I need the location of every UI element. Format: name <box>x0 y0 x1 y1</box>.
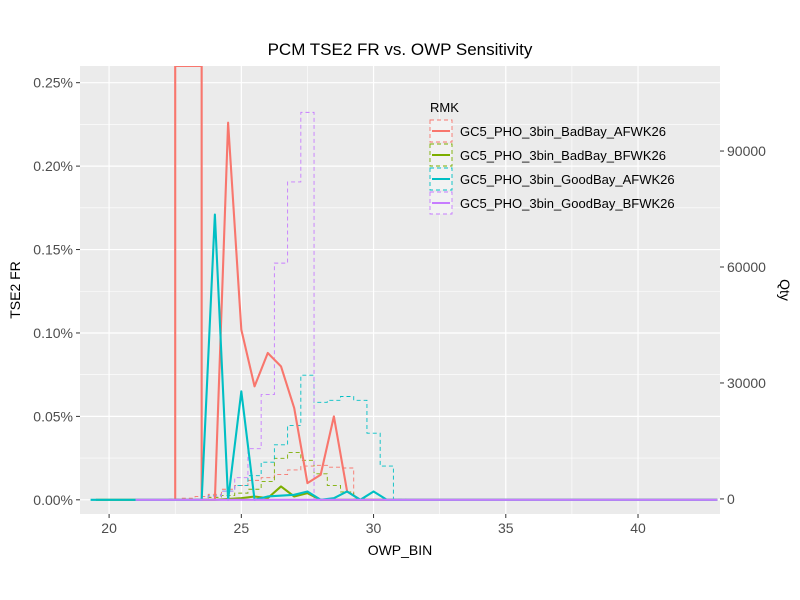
qty-step-series <box>168 111 407 500</box>
chart-title: PCM TSE2 FR vs. OWP Sensitivity <box>268 40 533 59</box>
y2-tick-label: 60000 <box>727 259 766 275</box>
x-tick-label: 40 <box>630 520 646 536</box>
legend-label-1: GC5_PHO_3bin_BadBay_AFWK26 <box>460 124 666 139</box>
legend-label-3: GC5_PHO_3bin_GoodBay_AFWK26 <box>460 172 675 187</box>
fr-line-3 <box>90 213 718 501</box>
x-axis-label: OWP_BIN <box>368 542 433 558</box>
qty-series-2 <box>195 452 367 500</box>
grid-lines <box>80 66 720 514</box>
plot-panel <box>80 66 720 514</box>
y-axis-label: TSE2 FR <box>7 261 23 319</box>
y2-tick-label: 90000 <box>727 143 766 159</box>
legend-label-4: GC5_PHO_3bin_GoodBay_BFWK26 <box>460 196 675 211</box>
y2-axis-label: Qty <box>777 279 793 301</box>
fr-line-1 <box>174 66 718 501</box>
x-tick-label: 35 <box>498 520 514 536</box>
y-tick-label: 0.05% <box>33 408 73 424</box>
qty-series-3 <box>195 374 407 500</box>
qty-series-1 <box>168 464 367 500</box>
fr-line-series <box>90 66 718 501</box>
axes: 20 25 30 35 40 0.00% 0.05% 0.10% 0.15% 0.20% 0.25%… <box>33 75 766 536</box>
qty-series-4 <box>195 111 328 500</box>
y-tick-label: 0.20% <box>33 158 73 174</box>
y2-tick-label: 30000 <box>727 375 766 391</box>
x-tick-label: 25 <box>234 520 250 536</box>
y-tick-label: 0.00% <box>33 492 73 508</box>
y-tick-label: 0.25% <box>33 75 73 91</box>
y2-tick-label: 0 <box>727 491 735 507</box>
y-tick-label: 0.10% <box>33 325 73 341</box>
x-tick-label: 20 <box>101 520 117 536</box>
legend: RMK GC5_PHO_3bin_BadBay_AFWK26 GC5_PHO_3b… <box>429 100 675 215</box>
panel-background <box>80 66 720 514</box>
legend-title: RMK <box>430 100 459 115</box>
y-tick-label: 0.15% <box>33 242 73 258</box>
x-tick-label: 30 <box>366 520 382 536</box>
legend-label-2: GC5_PHO_3bin_BadBay_BFWK26 <box>460 148 666 163</box>
